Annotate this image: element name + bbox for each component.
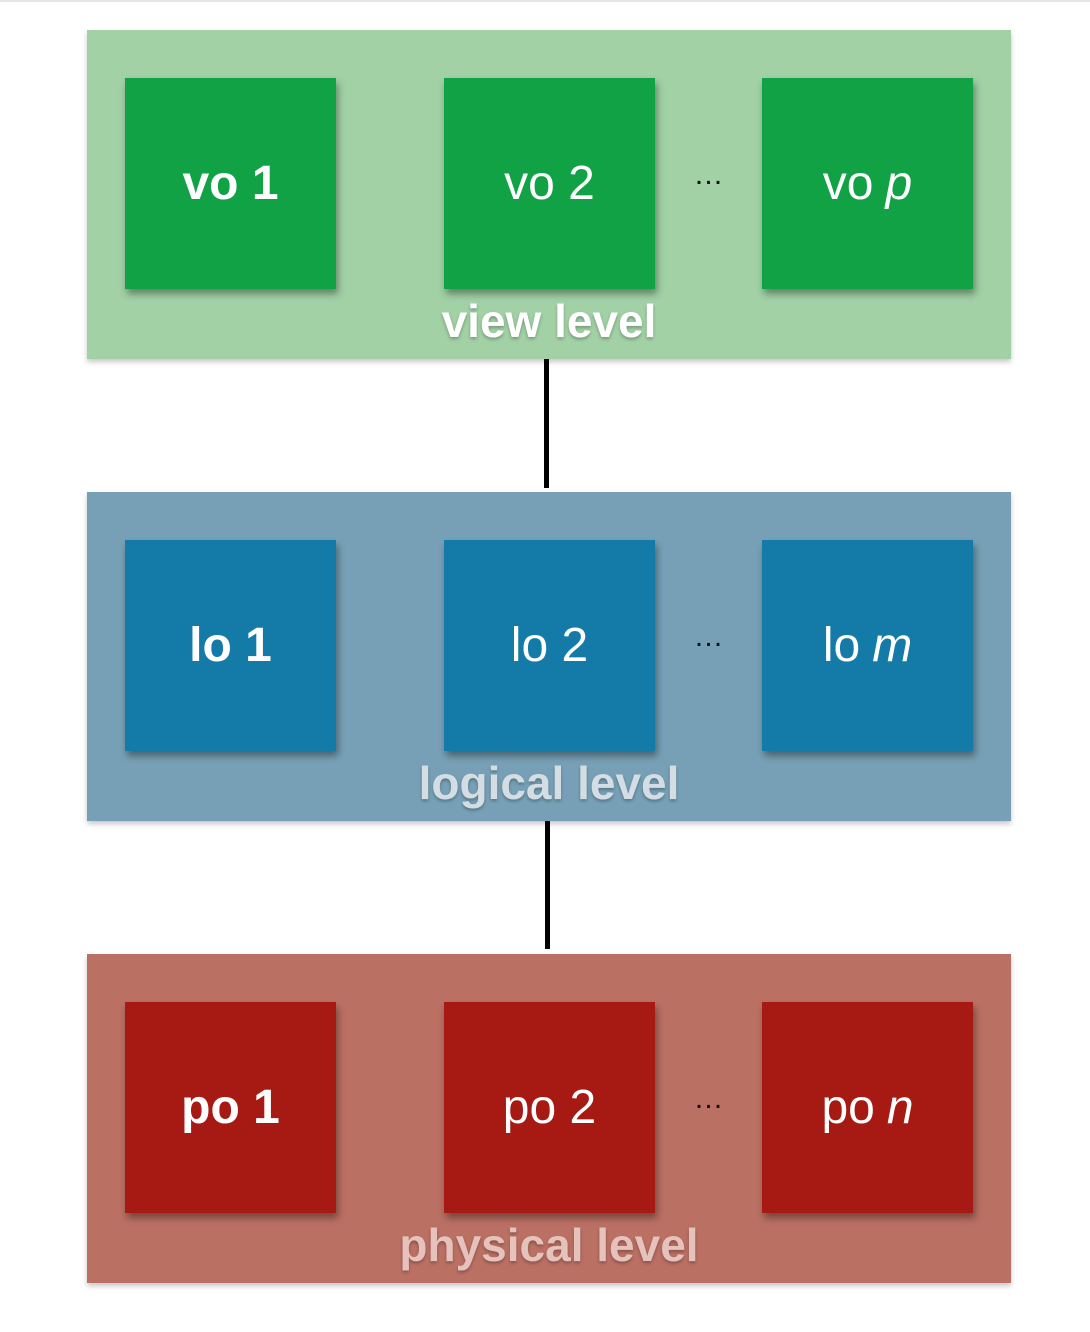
box-prefix: lo bbox=[510, 619, 549, 672]
box-suffix: 1 bbox=[251, 157, 279, 210]
physical-level-panel: po 1 po 2 … po n physical level bbox=[87, 954, 1011, 1283]
ellipsis: … bbox=[693, 620, 727, 653]
box-suffix: 1 bbox=[253, 1081, 280, 1134]
box-prefix: po bbox=[181, 1081, 240, 1134]
view-logical-connector bbox=[544, 359, 549, 488]
physical-object-1: po 1 bbox=[125, 1002, 336, 1213]
box-prefix: lo bbox=[822, 619, 861, 672]
top-divider bbox=[0, 0, 1090, 2]
ellipsis: … bbox=[693, 1082, 727, 1115]
box-suffix: n bbox=[886, 1081, 914, 1134]
box-prefix: lo bbox=[189, 619, 232, 672]
view-object-1: vo 1 bbox=[125, 78, 336, 289]
box-suffix: 2 bbox=[568, 157, 595, 210]
view-level-label: view level bbox=[441, 295, 657, 347]
physical-object-2: po 2 bbox=[444, 1002, 655, 1213]
box-prefix: po bbox=[821, 1081, 875, 1134]
logical-physical-connector bbox=[545, 821, 550, 949]
logical-object-2: lo 2 bbox=[444, 540, 655, 751]
logical-level-label: logical level bbox=[418, 757, 680, 809]
logical-object-1: lo 1 bbox=[125, 540, 336, 751]
box-suffix: 2 bbox=[561, 619, 589, 672]
logical-object-m: lo m bbox=[762, 540, 973, 751]
box-suffix: m bbox=[872, 619, 913, 672]
box-prefix: vo bbox=[504, 157, 555, 210]
box-prefix: po bbox=[502, 1081, 557, 1134]
physical-level-label: physical level bbox=[399, 1219, 699, 1271]
box-prefix: vo bbox=[182, 157, 239, 210]
logical-level-panel: lo 1 lo 2 … lo m logical level bbox=[87, 492, 1011, 821]
ellipsis: … bbox=[693, 158, 727, 191]
box-suffix: 2 bbox=[569, 1081, 597, 1134]
box-suffix: 1 bbox=[245, 619, 272, 672]
view-object-2: vo 2 bbox=[444, 78, 655, 289]
physical-object-n: po n bbox=[762, 1002, 973, 1213]
view-level-panel: vo 1 vo 2 … vo p view level bbox=[87, 30, 1011, 359]
box-suffix: p bbox=[885, 157, 913, 210]
view-object-p: vo p bbox=[762, 78, 973, 289]
box-prefix: vo bbox=[822, 157, 874, 210]
